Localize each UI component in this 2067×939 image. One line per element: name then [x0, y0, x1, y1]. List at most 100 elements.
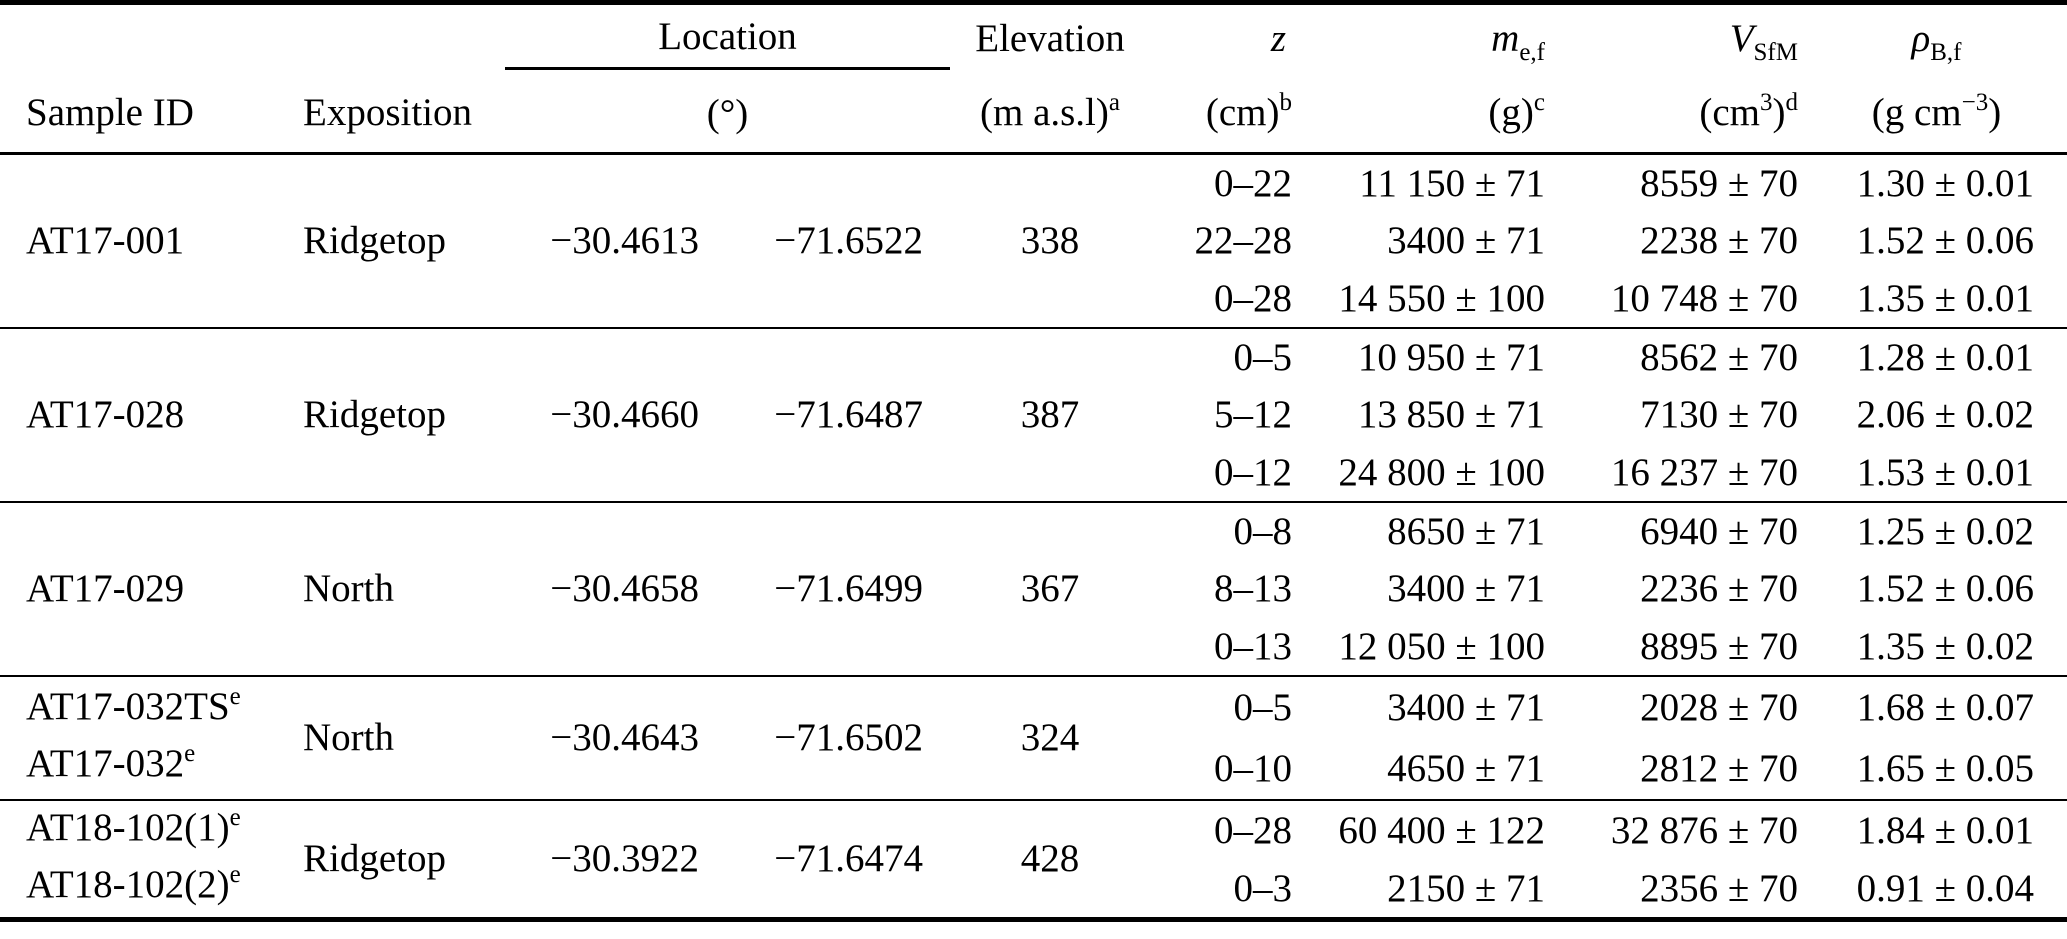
depth-cell: 5–12 — [1214, 393, 1292, 436]
depth-cell: 0–5 — [1233, 685, 1293, 729]
table-row: AT18-102(1)e AT18-102(2)e Ridgetop −30.3… — [0, 800, 2067, 906]
depth-cell: 0–8 — [1233, 509, 1293, 553]
latitude-cell: −30.4643 — [550, 716, 699, 759]
table-header: Location Elevation z me,f VSfM ρB,f Samp… — [0, 2, 2067, 155]
density-cell: 0.91 ± 0.04 — [1856, 866, 2034, 910]
header-mass-unit: (g)c — [1300, 68, 1553, 155]
header-elevation-unit: (m a.s.l)a — [950, 68, 1150, 155]
header-depth-unit: (cm)b — [1150, 68, 1300, 155]
table-row: 0–28 14 550 ± 100 10 748 ± 70 1.35 ± 0.0… — [0, 270, 2067, 328]
density-cell: 2.06 ± 0.02 — [1856, 393, 2034, 436]
longitude-cell: −71.6522 — [774, 219, 923, 263]
sample-group-AT18-102: AT18-102(1)e AT18-102(2)e Ridgetop −30.3… — [0, 799, 2067, 920]
elevation-cell: 324 — [1020, 716, 1080, 759]
table-row: AT17-032TSe AT17-032e North −30.4643 −71… — [0, 676, 2067, 785]
mass-cell: 3400 ± 71 — [1387, 219, 1545, 262]
table-row: 22–28 3400 ± 71 2238 ± 70 1.52 ± 0.06 — [0, 212, 2067, 270]
sample-group-AT17-029: AT17-029 North −30.4658 −71.6499 367 0–8… — [0, 501, 2067, 676]
sample-id-cell: AT17-001 — [26, 218, 185, 262]
depth-cell: 0–5 — [1233, 335, 1293, 379]
header-density-symbol: ρB,f — [1911, 16, 1962, 66]
table-row: AT17-028 Ridgetop −30.4660 −71.6487 387 … — [0, 328, 2067, 437]
table-row: 0–13 12 050 ± 100 8895 ± 70 1.35 ± 0.02 — [0, 618, 2067, 676]
latitude-cell: −30.4660 — [550, 393, 699, 436]
depth-cell: 8–13 — [1214, 567, 1292, 610]
sample-id-cell: AT17-028 — [26, 392, 185, 436]
table-row: 0–10 4650 ± 71 2812 ± 70 1.65 ± 0.05 — [0, 738, 2067, 800]
mass-cell: 13 850 ± 71 — [1357, 393, 1545, 436]
header-volume-unit: (cm3)d — [1553, 68, 1806, 155]
mass-cell: 11 150 ± 71 — [1359, 161, 1545, 205]
sample-id-cell: AT17-029 — [26, 566, 185, 610]
volume-cell: 16 237 ± 70 — [1610, 450, 1798, 494]
density-cell: 1.35 ± 0.02 — [1856, 624, 2034, 668]
exposition-cell: Ridgetop — [303, 837, 446, 881]
mass-cell: 3400 ± 71 — [1387, 567, 1545, 610]
mass-cell: 3400 ± 71 — [1387, 685, 1545, 729]
volume-cell: 2812 ± 70 — [1640, 746, 1798, 790]
volume-cell: 8895 ± 70 — [1640, 624, 1798, 668]
depth-cell: 0–13 — [1214, 624, 1292, 668]
header-mass-symbol: me,f — [1491, 16, 1545, 66]
mass-cell: 2150 ± 71 — [1387, 866, 1545, 910]
exposition-cell: Ridgetop — [303, 219, 446, 263]
density-cell: 1.68 ± 0.07 — [1856, 685, 2034, 729]
volume-cell: 2356 ± 70 — [1640, 866, 1798, 910]
longitude-cell: −71.6502 — [774, 716, 923, 759]
header-exposition: Exposition — [290, 68, 505, 155]
exposition-cell: Ridgetop — [303, 393, 446, 436]
table-row: 5–12 13 850 ± 71 7130 ± 70 2.06 ± 0.02 — [0, 386, 2067, 444]
depth-cell: 0–10 — [1214, 746, 1292, 790]
sample-id-cell: AT18-102(1)e AT18-102(2)e — [26, 803, 241, 906]
longitude-cell: −71.6499 — [774, 567, 923, 610]
table-row: 8–13 3400 ± 71 2236 ± 70 1.52 ± 0.06 — [0, 560, 2067, 618]
mass-cell: 14 550 ± 100 — [1338, 276, 1545, 320]
volume-cell: 2028 ± 70 — [1640, 685, 1798, 729]
header-row-units: Sample ID Exposition (°) (m a.s.l)a (cm)… — [0, 68, 2067, 155]
depth-cell: 22–28 — [1194, 219, 1293, 262]
table-row: 0–3 2150 ± 71 2356 ± 70 0.91 ± 0.04 — [0, 860, 2067, 920]
latitude-cell: −30.3922 — [550, 837, 699, 881]
sample-group-AT17-032: AT17-032TSe AT17-032e North −30.4643 −71… — [0, 675, 2067, 800]
longitude-cell: −71.6487 — [774, 393, 923, 436]
volume-cell: 8559 ± 70 — [1640, 161, 1798, 205]
header-spacer-sample — [0, 3, 290, 69]
mass-cell: 4650 ± 71 — [1387, 746, 1545, 790]
header-elevation: Elevation — [975, 16, 1125, 60]
density-cell: 1.25 ± 0.02 — [1856, 509, 2034, 553]
mass-cell: 24 800 ± 100 — [1338, 450, 1545, 494]
volume-cell: 2238 ± 70 — [1640, 219, 1798, 262]
sample-group-AT17-028: AT17-028 Ridgetop −30.4660 −71.6487 387 … — [0, 327, 2067, 502]
density-cell: 1.53 ± 0.01 — [1856, 450, 2034, 494]
depth-cell: 0–12 — [1214, 450, 1292, 494]
density-cell: 1.52 ± 0.06 — [1856, 219, 2034, 262]
latitude-cell: −30.4658 — [550, 567, 699, 610]
mass-cell: 60 400 ± 122 — [1338, 808, 1545, 852]
density-cell: 1.35 ± 0.01 — [1856, 276, 2034, 320]
density-cell: 1.30 ± 0.01 — [1856, 161, 2034, 205]
density-cell: 1.52 ± 0.06 — [1856, 567, 2034, 610]
header-row-symbols: Location Elevation z me,f VSfM ρB,f — [0, 2, 2067, 70]
mass-cell: 10 950 ± 71 — [1357, 335, 1545, 379]
table-row: AT17-029 North −30.4658 −71.6499 367 0–8… — [0, 502, 2067, 611]
header-depth-symbol: z — [1270, 16, 1286, 60]
latitude-cell: −30.4613 — [550, 219, 699, 263]
depth-cell: 0–28 — [1214, 276, 1292, 320]
volume-cell: 8562 ± 70 — [1640, 335, 1798, 379]
header-volume-symbol: VSfM — [1729, 16, 1798, 66]
depth-cell: 0–22 — [1214, 161, 1292, 205]
elevation-cell: 367 — [1020, 567, 1080, 610]
header-location-title: Location — [658, 15, 797, 58]
exposition-cell: North — [303, 716, 394, 759]
volume-cell: 2236 ± 70 — [1640, 567, 1798, 610]
depth-cell: 0–3 — [1233, 866, 1293, 910]
header-location: Location — [505, 2, 950, 70]
volume-cell: 7130 ± 70 — [1640, 393, 1798, 436]
table-row: AT17-001 Ridgetop −30.4613 −71.6522 338 … — [0, 154, 2067, 263]
header-spacer-exposition — [290, 3, 505, 69]
header-sample-id: Sample ID — [0, 68, 290, 155]
elevation-cell: 387 — [1020, 393, 1080, 436]
elevation-cell: 428 — [1020, 837, 1080, 881]
